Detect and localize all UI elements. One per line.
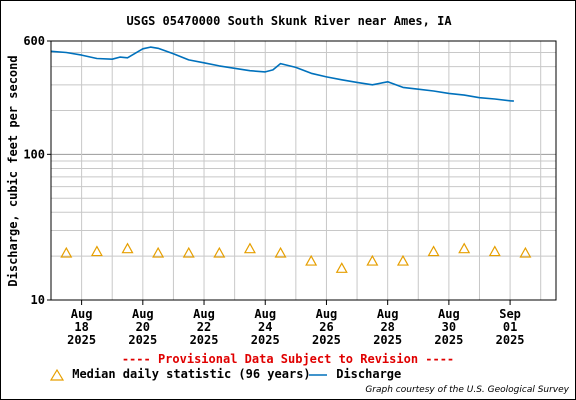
x-tick-label: 18 — [74, 320, 88, 334]
median-point — [274, 246, 287, 258]
median-point — [60, 246, 73, 258]
y-tick-label: 10 — [31, 293, 45, 307]
median-series — [60, 242, 532, 273]
x-tick-label: 2025 — [251, 333, 280, 347]
median-point — [335, 262, 348, 273]
hydrograph-chart: USGS 05470000 South Skunk River near Ame… — [6, 14, 557, 347]
discharge-series — [50, 46, 514, 102]
x-tick-label: 24 — [258, 320, 272, 334]
x-tick-label: 2025 — [128, 333, 157, 347]
x-tick-label: Aug — [316, 307, 338, 321]
x-tick-label: Aug — [377, 307, 399, 321]
x-tick-label: 01 — [503, 320, 517, 334]
median-point — [121, 242, 134, 254]
median-point — [396, 254, 409, 266]
median-point — [213, 246, 226, 258]
x-tick-label: 2025 — [312, 333, 341, 347]
legend-median-label: Median daily statistic (96 years) — [72, 367, 311, 381]
y-tick-label: 600 — [23, 34, 45, 48]
median-point — [458, 242, 471, 254]
median-point — [182, 246, 195, 258]
median-point — [243, 242, 256, 254]
median-point — [90, 245, 103, 257]
x-tick-label: Aug — [438, 307, 460, 321]
x-tick-label: Sep — [499, 307, 521, 321]
legend-median-triangle-icon — [49, 368, 65, 381]
median-point — [427, 245, 440, 257]
x-tick-label: 30 — [442, 320, 456, 334]
x-tick-label: 28 — [380, 320, 394, 334]
x-tick-label: Aug — [254, 307, 276, 321]
legend-item-median: Median daily statistic (96 years) — [49, 367, 311, 382]
median-point — [152, 246, 165, 258]
provisional-notice: ---- Provisional Data Subject to Revisio… — [121, 352, 455, 366]
x-tick-label: Aug — [132, 307, 154, 321]
legend-item-discharge: Discharge — [307, 367, 401, 382]
legend-discharge-label: Discharge — [336, 367, 402, 381]
y-tick-label: 100 — [23, 147, 45, 161]
x-tick-label: 2025 — [434, 333, 463, 347]
chart-title: USGS 05470000 South Skunk River near Ame… — [126, 14, 452, 28]
x-tick-label: 26 — [319, 320, 333, 334]
credit-text: Graph courtesy of the U.S. Geological Su… — [365, 385, 569, 395]
median-point — [305, 254, 318, 266]
x-tick-label: 2025 — [373, 333, 402, 347]
x-axis-ticks: Aug182025Aug202025Aug222025Aug242025Aug2… — [67, 300, 525, 347]
plot-area-frame — [50, 40, 557, 301]
discharge-line — [50, 46, 514, 102]
median-point — [488, 245, 501, 257]
x-tick-label: 22 — [197, 320, 211, 334]
y-axis-title: Discharge, cubic feet per second — [6, 55, 20, 286]
x-tick-label: 2025 — [496, 333, 525, 347]
y-axis-ticks: 10 100 600 — [23, 34, 51, 307]
x-tick-label: 20 — [136, 320, 150, 334]
x-tick-label: Aug — [193, 307, 215, 321]
grid-lines — [50, 41, 556, 300]
x-tick-label: 2025 — [190, 333, 219, 347]
median-point — [519, 246, 532, 258]
x-tick-label: 2025 — [67, 333, 96, 347]
x-tick-label: Aug — [71, 307, 93, 321]
legend-discharge-line-icon — [309, 373, 327, 376]
median-point — [366, 254, 379, 266]
